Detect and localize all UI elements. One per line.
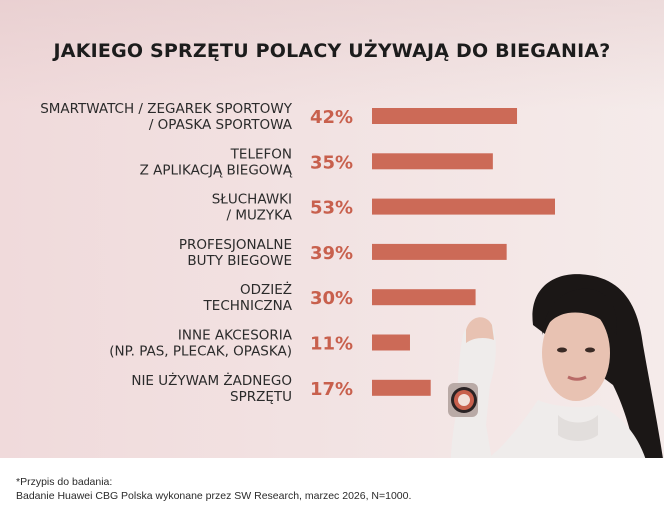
value-label: 42%: [310, 107, 353, 128]
category-label: SŁUCHAWKI: [212, 192, 292, 208]
bar: [372, 334, 410, 351]
category-label: ODZIEŻ: [240, 280, 292, 298]
value-label: 53%: [310, 198, 353, 219]
category-label: INNE AKCESORIA: [178, 328, 293, 344]
category-label: (NP. PAS, PLECAK, OPASKA): [109, 344, 292, 360]
bar: [372, 153, 493, 170]
category-label: SPRZĘTU: [230, 389, 292, 405]
category-label: NIE UŻYWAM ŻADNEGO: [131, 371, 292, 389]
category-label: / OPASKA SPORTOWA: [149, 117, 293, 133]
footnote-heading: *Przypis do badania:: [16, 476, 113, 488]
bar: [372, 379, 431, 396]
bar: [372, 243, 507, 260]
bar: [372, 289, 476, 306]
value-label: 39%: [310, 243, 353, 264]
background-band: [0, 0, 664, 110]
chart-title: JAKIEGO SPRZĘTU POLACY UŻYWAJĄ DO BIEGAN…: [53, 40, 611, 62]
category-label: TELEFON: [230, 146, 292, 162]
value-label: 35%: [310, 152, 353, 173]
category-label: / MUZYKA: [227, 208, 293, 224]
value-label: 11%: [310, 334, 353, 355]
category-label: SMARTWATCH / ZEGAREK SPORTOWY: [40, 101, 293, 117]
category-label: TECHNICZNA: [203, 298, 293, 314]
value-label: 17%: [310, 379, 353, 400]
category-label: BUTY BIEGOWE: [187, 253, 292, 269]
bar: [372, 108, 518, 124]
bar-chart: SMARTWATCH / ZEGAREK SPORTOWY/ OPASKA SP…: [40, 101, 555, 405]
bar: [372, 198, 555, 215]
footnote-text: Badanie Huawei CBG Polska wykonane przez…: [16, 490, 412, 502]
category-label: Z APLIKACJĄ BIEGOWĄ: [140, 162, 293, 178]
footer: *Przypis do badania: Badanie Huawei CBG …: [0, 458, 664, 522]
category-label: PROFESJONALNE: [179, 237, 292, 253]
value-label: 30%: [310, 288, 353, 309]
